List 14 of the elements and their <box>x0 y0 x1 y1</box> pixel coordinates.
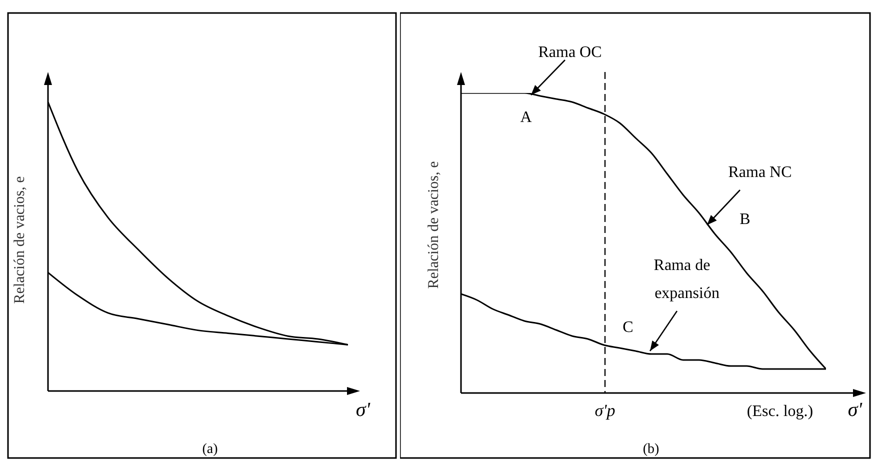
text: Rama OC <box>538 44 602 61</box>
x-axis-title: σ' <box>848 399 863 421</box>
annotation: C <box>622 319 634 336</box>
annotation: Rama de expansión <box>654 257 720 302</box>
text: (a) <box>202 442 218 457</box>
text: σ'p <box>594 401 616 420</box>
annotation: Rama NC <box>728 164 792 181</box>
y-axis-title: Relación de vacios, e <box>12 176 28 304</box>
annotation: B <box>740 211 750 228</box>
annotation: A <box>520 109 532 126</box>
x-axis-title: σ' <box>356 399 371 421</box>
text: (b) <box>642 442 660 457</box>
y-axis-title: Relación de vacios, e <box>426 160 442 289</box>
text: (Esc. log.) <box>746 403 814 420</box>
